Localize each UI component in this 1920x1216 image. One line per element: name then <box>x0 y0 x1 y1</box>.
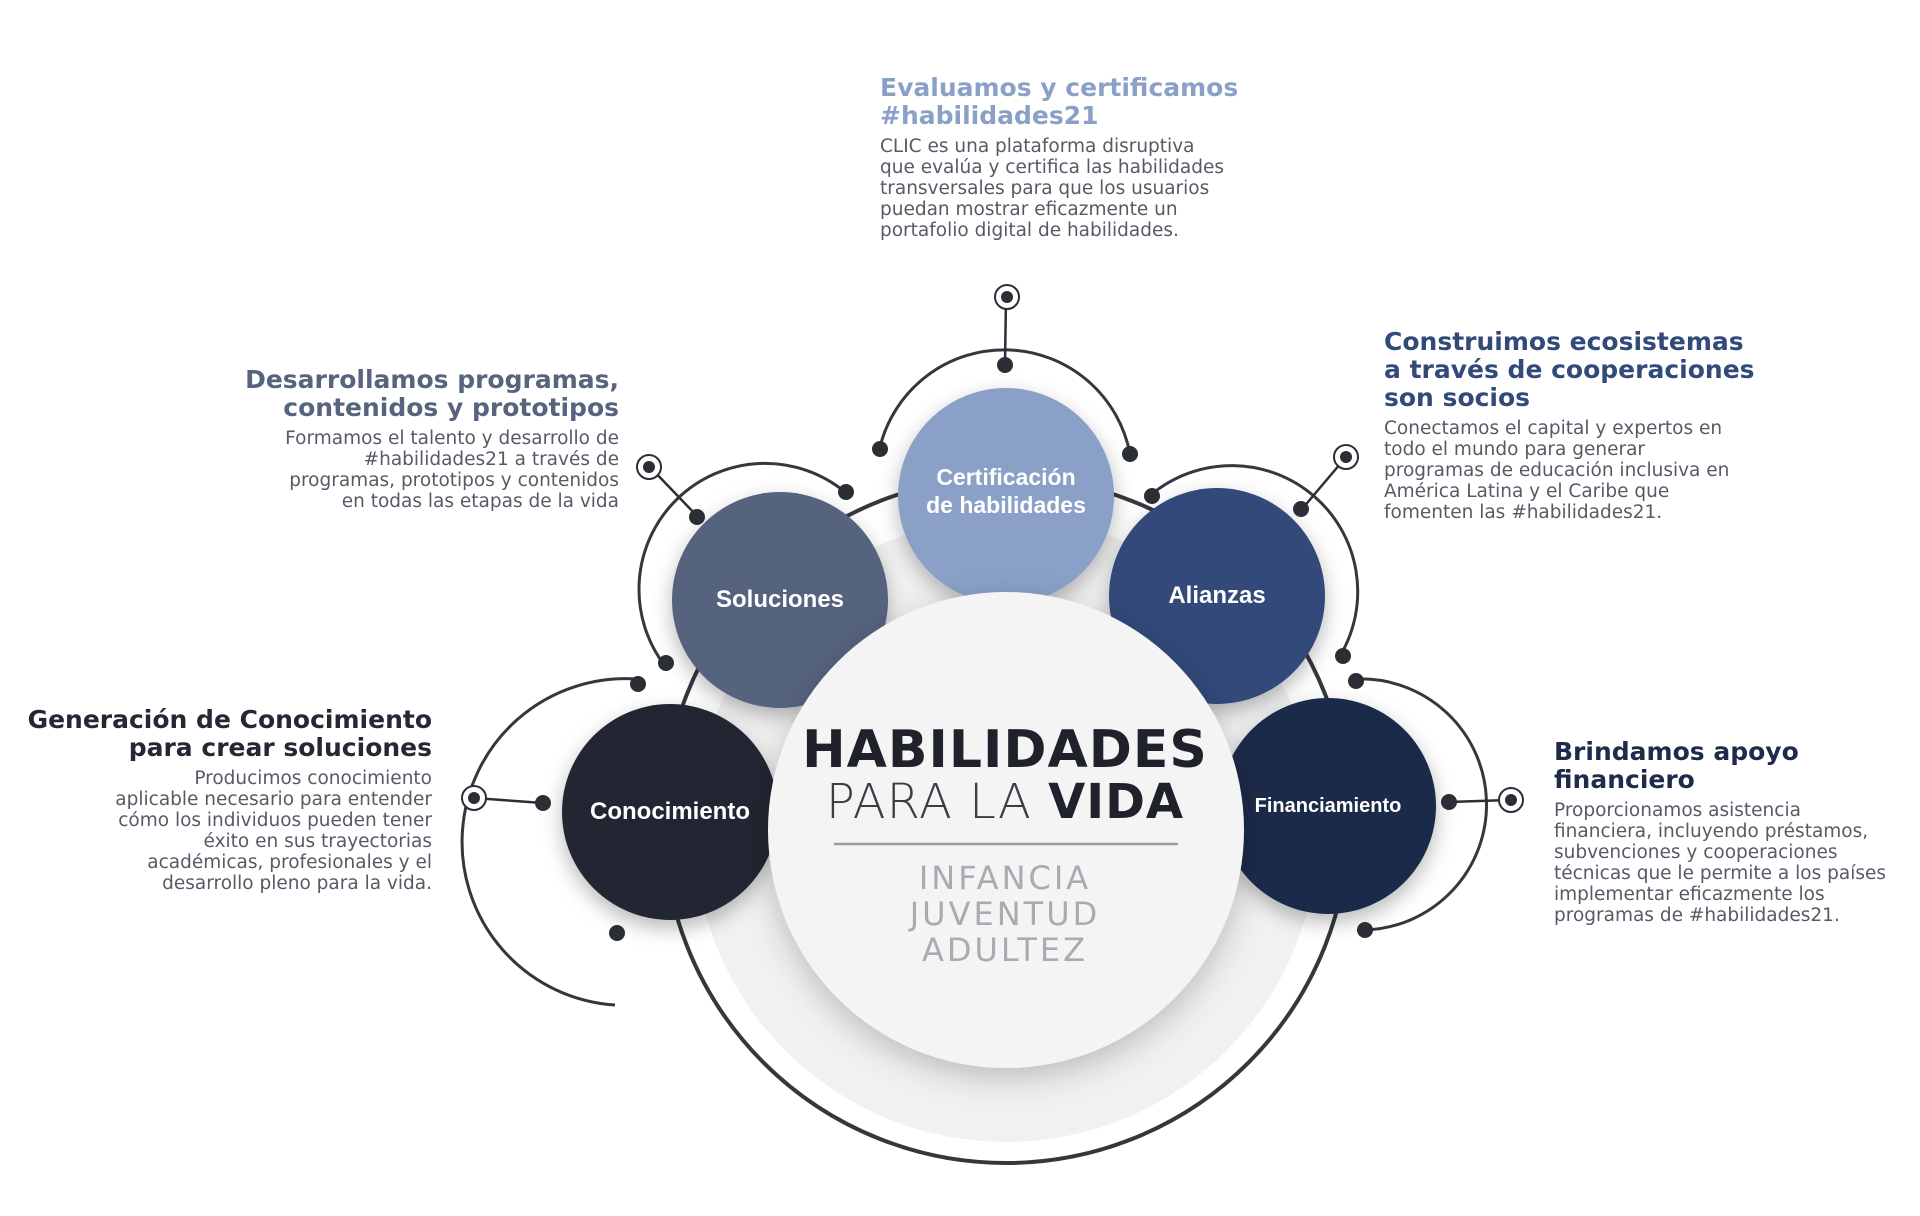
circle-certificacion <box>898 388 1114 604</box>
orbit-dots <box>535 357 1457 941</box>
circle-label-conocimiento: Conocimiento <box>562 790 778 834</box>
block-body-line: programas, prototipos y contenidos <box>289 470 619 491</box>
center-title-light: PARA LA <box>825 774 1032 830</box>
circle-label-text: Soluciones <box>715 585 845 613</box>
block-title-line: Brindamos apoyo <box>1554 737 1799 766</box>
block-title-line: Evaluamos y certificamos <box>880 73 1239 102</box>
orbit-arc-soluciones <box>637 461 846 667</box>
block-title: Generación de Conocimiento para crear so… <box>28 706 432 762</box>
block-body-line: subvenciones y cooperaciones <box>1554 842 1838 863</box>
block-alianzas: Construimos ecosistemas a través de coop… <box>1384 328 1755 524</box>
target-marker <box>1333 444 1359 470</box>
stage-label: INFANCIA <box>918 859 1092 897</box>
circle-label-certificacion: Certificación de habilidades <box>898 462 1114 522</box>
center-circle <box>768 592 1244 1068</box>
block-title: Brindamos apoyo financiero <box>1554 738 1886 794</box>
center-title-sub: PARA LA VIDA <box>760 774 1250 830</box>
block-body-line: Proporcionamos asistencia <box>1554 800 1801 821</box>
circle-label-text: Certificación <box>936 464 1076 491</box>
block-body-line: programas de educación inclusiva en <box>1384 460 1730 481</box>
stage-label: ADULTEZ <box>921 931 1089 969</box>
orbit-arc-certificacion <box>878 348 1132 455</box>
block-body-line: CLIC es una plataforma disruptiva <box>880 136 1195 157</box>
block-body-line: todo el mundo para generar <box>1384 439 1646 460</box>
block-body-line: técnicas que le permite a los países <box>1554 863 1886 884</box>
block-title-line: son socios <box>1384 383 1531 412</box>
block-title: Desarrollamos programas, contenidos y pr… <box>245 366 619 422</box>
block-title-line: Generación de Conocimiento <box>27 705 432 734</box>
block-body-line: puedan mostrar eficazmente un <box>880 199 1178 220</box>
circle-label-text: Conocimiento <box>590 797 750 825</box>
block-body-line: aplicable necesario para entender <box>115 789 432 810</box>
circle-financiamiento <box>1220 698 1436 914</box>
block-body-line: que evalúa y certifica las habilidades <box>880 157 1224 178</box>
block-title-line: Desarrollamos programas, <box>245 365 619 394</box>
block-title-line: Construimos ecosistemas <box>1384 327 1744 356</box>
target-marker <box>636 454 662 480</box>
block-body-line: desarrollo pleno para la vida. <box>162 873 432 894</box>
block-body: Formamos el talento y desarrollo de #hab… <box>245 428 619 512</box>
block-certificacion: Evaluamos y certificamos #habilidades21 … <box>880 74 1238 242</box>
target-marker <box>461 785 487 811</box>
center-title-line1: HABILIDADES <box>802 720 1208 780</box>
block-title: Evaluamos y certificamos #habilidades21 <box>880 74 1238 130</box>
stage-label: JUVENTUD <box>909 895 1101 933</box>
block-body: Producimos conocimiento aplicable necesa… <box>28 768 432 894</box>
block-financiamiento: Brindamos apoyo financiero Proporcionamo… <box>1554 738 1886 927</box>
block-body-line: cómo los individuos pueden tener <box>118 810 432 831</box>
center-title-bold: VIDA <box>1048 774 1185 830</box>
block-body-line: financiera, incluyendo préstamos, <box>1554 821 1869 842</box>
block-body-line: América Latina y el Caribe que <box>1384 481 1670 502</box>
block-title: Construimos ecosistemas a través de coop… <box>1384 328 1755 412</box>
block-title-line: contenidos y prototipos <box>283 393 619 422</box>
center-stages: INFANCIA JUVENTUD ADULTEZ <box>760 860 1250 968</box>
block-body-line: académicas, profesionales y el <box>147 852 432 873</box>
block-conocimiento: Generación de Conocimiento para crear so… <box>28 706 432 895</box>
block-body-line: éxito en sus trayectorias <box>203 831 432 852</box>
block-soluciones: Desarrollamos programas, contenidos y pr… <box>245 366 619 513</box>
circle-label-alianzas: Alianzas <box>1109 574 1325 618</box>
circle-conocimiento <box>562 704 778 920</box>
circle-label-text: Financiamiento <box>1254 795 1402 817</box>
center-title-main: HABILIDADES <box>760 720 1250 780</box>
block-body-line: transversales para que los usuarios <box>880 178 1210 199</box>
block-body-line: Producimos conocimiento <box>194 768 432 789</box>
circle-soluciones <box>672 492 888 708</box>
block-title-line: a través de cooperaciones <box>1384 355 1755 384</box>
circle-alianzas <box>1109 488 1325 704</box>
block-title-line: #habilidades21 <box>880 101 1099 130</box>
block-body: Proporcionamos asistencia financiera, in… <box>1554 800 1886 926</box>
circle-label-text: de habilidades <box>926 492 1086 518</box>
block-body-line: #habilidades21 a través de <box>363 449 619 470</box>
block-title-line: para crear soluciones <box>128 733 432 762</box>
orbit-arc-conocimiento <box>460 677 637 1007</box>
block-body-line: Formamos el talento y desarrollo de <box>285 428 619 449</box>
block-body: Conectamos el capital y expertos en todo… <box>1384 418 1755 523</box>
circle-label-soluciones: Soluciones <box>672 578 888 622</box>
block-body-line: programas de #habilidades21. <box>1554 905 1840 926</box>
block-body: CLIC es una plataforma disruptiva que ev… <box>880 136 1238 241</box>
block-body-line: implementar eficazmente los <box>1554 884 1825 905</box>
circle-label-text: Alianzas <box>1168 581 1266 609</box>
target-marker <box>1498 787 1524 813</box>
block-body-line: portafolio digital de habilidades. <box>880 220 1179 241</box>
target-marker <box>994 284 1020 310</box>
block-body-line: en todas las etapas de la vida <box>341 491 619 512</box>
circle-label-financiamiento: Financiamiento <box>1220 784 1436 828</box>
block-body-line: fomenten las #habilidades21. <box>1384 502 1663 523</box>
block-body-line: Conectamos el capital y expertos en <box>1384 418 1723 439</box>
block-title-line: financiero <box>1554 765 1695 794</box>
